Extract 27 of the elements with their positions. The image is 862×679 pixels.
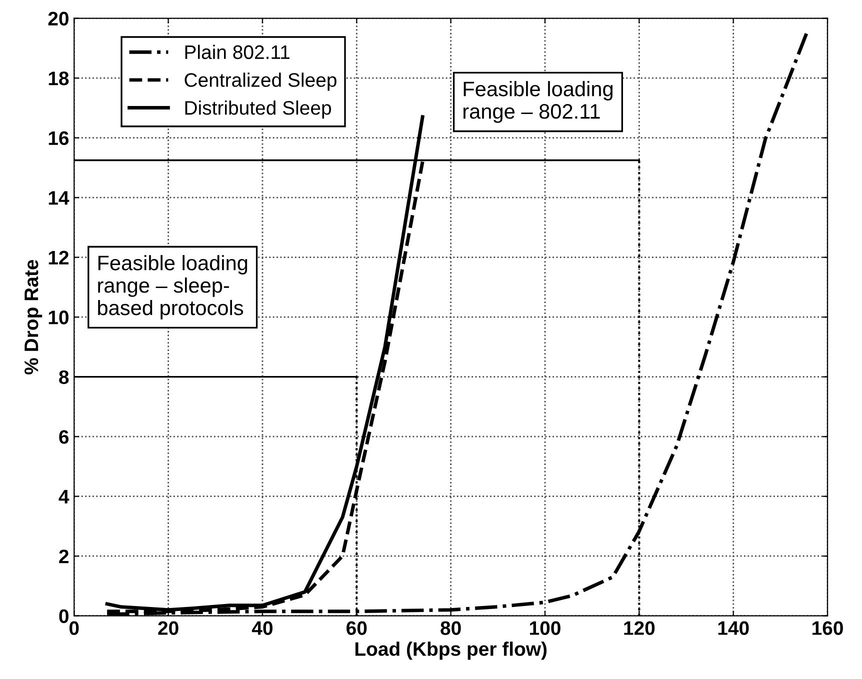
legend-label: Centralized Sleep — [184, 72, 336, 91]
x-tick-label: 60 — [346, 621, 367, 635]
y-tick-label: 20 — [48, 12, 68, 26]
y-tick-label: 10 — [48, 310, 68, 324]
x-axis-title: Load (Kbps per flow) — [355, 642, 547, 660]
y-tick-label: 14 — [48, 191, 70, 205]
x-tick-label: 0 — [69, 621, 79, 635]
y-tick-label: 6 — [59, 430, 69, 444]
x-tick-label: 40 — [252, 621, 272, 635]
x-tick-label: 100 — [530, 621, 560, 635]
annotation: Feasible loading range – 802.11 — [464, 81, 613, 123]
y-axis-title: % Drop Rate — [24, 260, 42, 374]
y-tick-label: 4 — [58, 490, 70, 504]
y-tick-label: 18 — [48, 72, 69, 86]
x-tick-label: 20 — [158, 621, 178, 635]
y-tick-label: 8 — [59, 370, 69, 384]
x-tick-label: 80 — [440, 621, 461, 635]
x-tick-label: 160 — [812, 621, 843, 635]
annotation: Feasible loading range – sleep- based protocols — [98, 255, 248, 320]
y-tick-label: 2 — [59, 550, 68, 564]
x-tick-label: 140 — [718, 621, 749, 635]
y-tick-label: 16 — [48, 131, 69, 146]
legend-label: Plain 802.11 — [185, 44, 290, 60]
y-tick-label: 12 — [48, 250, 68, 264]
x-tick-label: 120 — [624, 621, 655, 635]
y-tick-label: 0 — [59, 609, 68, 624]
legend-label: Distributed Sleep — [185, 100, 332, 119]
